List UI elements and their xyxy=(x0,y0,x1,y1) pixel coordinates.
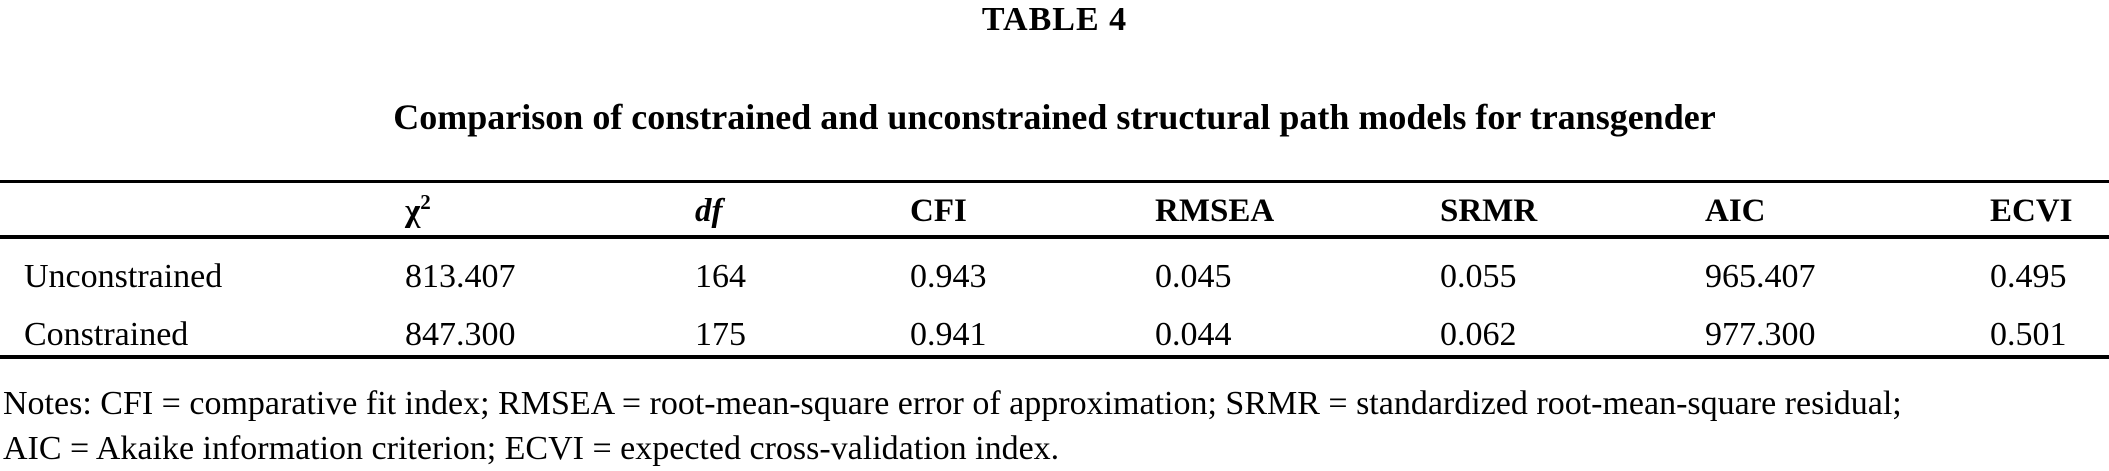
header-row: χ2 df CFI RMSEA SRMR AIC ECVI xyxy=(0,181,2109,239)
cell-df: 164 xyxy=(695,258,746,295)
cell-ecvi: 0.495 xyxy=(1990,258,2067,295)
cell-chi2: 813.407 xyxy=(405,258,516,295)
header-chi-square: χ2 xyxy=(405,181,695,239)
cell-rmsea: 0.045 xyxy=(1155,258,1232,295)
header-cfi: CFI xyxy=(910,181,1155,239)
header-ecvi: ECVI xyxy=(1990,181,2109,239)
header-rmsea: RMSEA xyxy=(1155,181,1440,239)
header-empty xyxy=(0,181,405,239)
cell-aic: 977.300 xyxy=(1705,316,1816,353)
chi-symbol: χ xyxy=(405,192,421,229)
cell-srmr: 0.055 xyxy=(1440,258,1517,295)
cell-cfi: 0.943 xyxy=(910,258,987,295)
header-df: df xyxy=(695,181,910,239)
table-row-unconstrained: Unconstrained 813.407 164 0.943 0.045 0.… xyxy=(0,237,2109,297)
cell-df: 175 xyxy=(695,316,746,353)
table-row-constrained: Constrained 847.300 175 0.941 0.044 0.06… xyxy=(0,297,2109,357)
row-label: Constrained xyxy=(24,316,189,353)
cell-rmsea: 0.044 xyxy=(1155,316,1232,353)
cell-cfi: 0.941 xyxy=(910,316,987,353)
row-label: Unconstrained xyxy=(24,258,223,295)
table-notes: Notes: CFI = comparative fit index; RMSE… xyxy=(3,381,1902,471)
chi-exponent: 2 xyxy=(420,189,431,214)
header-aic: AIC xyxy=(1705,181,1990,239)
cell-aic: 965.407 xyxy=(1705,258,1816,295)
cell-chi2: 847.300 xyxy=(405,316,516,353)
table-label: TABLE 4 xyxy=(981,1,1128,38)
cell-ecvi: 0.501 xyxy=(1990,316,2067,353)
notes-line-1: Notes: CFI = comparative fit index; RMSE… xyxy=(3,385,1902,422)
fit-indices-table: χ2 df CFI RMSEA SRMR AIC ECVI Unconstrai… xyxy=(0,180,2109,359)
header-srmr: SRMR xyxy=(1440,181,1705,239)
notes-line-2: AIC = Akaike information criterion; ECVI… xyxy=(3,430,1060,467)
table-caption: Comparison of constrained and unconstrai… xyxy=(393,97,1716,137)
cell-srmr: 0.062 xyxy=(1440,316,1517,353)
